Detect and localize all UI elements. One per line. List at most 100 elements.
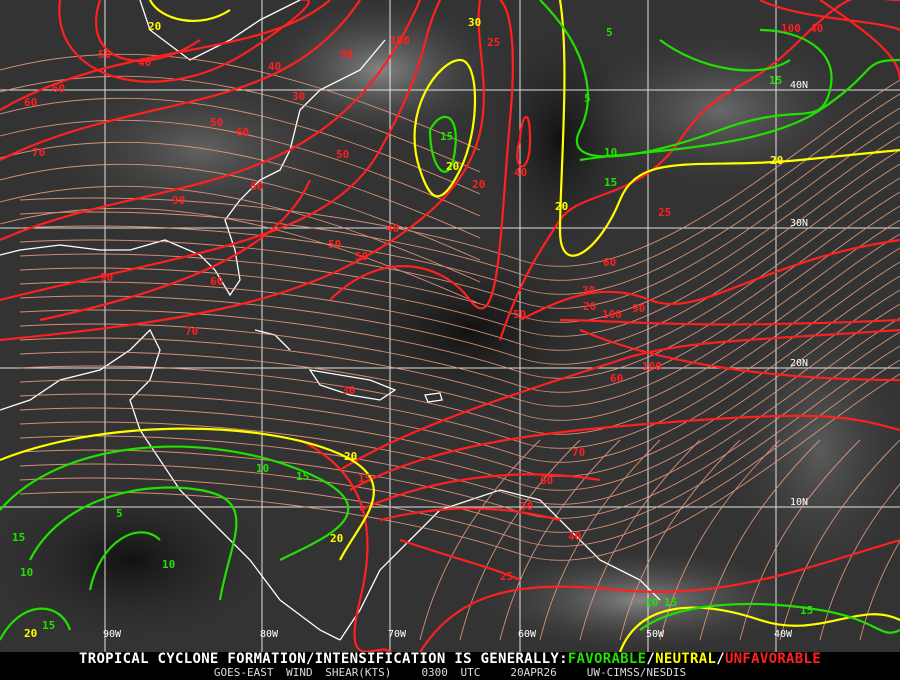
contour-value-label: 90 [340, 48, 353, 61]
contour-value-label: 100 [602, 308, 622, 321]
contour-value-label: 40 [386, 222, 399, 235]
favorable-contour [0, 445, 350, 561]
streamline [19, 373, 900, 561]
longitude-label: 90W [103, 629, 122, 640]
contour-value-label: 70 [572, 446, 585, 459]
contour-value-label: 30 [520, 500, 533, 513]
unfavorable-contour [299, 439, 391, 652]
product-name: GOES-EAST WIND SHEAR(KTS) [213, 666, 392, 679]
contour-value-label: 20 [330, 532, 343, 545]
longitude-label: 80W [260, 629, 279, 640]
contour-value-label: 100 [642, 360, 662, 373]
unfavorable-contour [0, 0, 441, 302]
contour-value-label: 50 [328, 238, 341, 251]
product-source: UW-CIMSS/NESDIS [586, 666, 687, 679]
unfavorable-contour [819, 0, 900, 81]
contour-value-label: 15 [664, 596, 677, 609]
contour-value-label: 20 [583, 300, 596, 313]
neutral-contour [413, 58, 477, 198]
contour-value-label: 40 [514, 166, 527, 179]
streamline [0, 75, 481, 173]
contour-value-label: 100 [390, 34, 410, 47]
contour-value-label: 15 [296, 470, 309, 483]
streamline [0, 141, 481, 239]
streamlines [0, 53, 900, 641]
streamline [459, 439, 581, 641]
contour-value-label: 70 [32, 146, 45, 159]
unfavorable-contour [58, 0, 310, 83]
longitude-label: 40W [774, 629, 793, 640]
contour-value-label: 30 [342, 384, 355, 397]
contour-value-label: 15 [769, 74, 782, 87]
contour-value-label: 30 [292, 90, 305, 103]
favorable-contour [579, 58, 900, 162]
contour-value-label: 15 [440, 130, 453, 143]
favorable-contour [88, 531, 161, 591]
unfavorable-contour [349, 414, 900, 491]
contour-value-label: 25 [487, 36, 500, 49]
product-time: 0300 UTC [421, 666, 481, 679]
streamline [19, 121, 900, 309]
contour-value-label: 60 [24, 96, 37, 109]
contour-value-label: 20 [770, 154, 783, 167]
streamline [19, 93, 900, 281]
unfavorable-contour [359, 473, 601, 512]
contour-value-label: 25 [658, 206, 671, 219]
unfavorable-contour [519, 238, 900, 321]
longitude-label: 60W [518, 629, 537, 640]
unfavorable-contour [399, 538, 521, 581]
unfavorable-contour [329, 0, 514, 310]
contour-value-label: 40 [268, 60, 281, 73]
streamline [19, 205, 900, 393]
unfavorable-contour [94, 0, 201, 62]
unfavorable-contour [516, 115, 532, 168]
contour-value-label: 60 [603, 256, 616, 269]
streamline [0, 53, 481, 151]
contour-value-label: 50 [513, 308, 526, 321]
contour-value-label: 20 [24, 627, 37, 640]
grid-labels: 90W 80W 70W 60W 50W 40W 40N 30N 20N 10N [103, 80, 808, 640]
shear-contours [0, 0, 900, 652]
streamline [0, 185, 481, 283]
favorable-contour [639, 602, 900, 634]
contour-value-label: 100 [781, 22, 801, 35]
contour-value-label: 15 [42, 619, 55, 632]
contour-value-label: 60 [250, 180, 263, 193]
contour-value-label: 20 [472, 178, 485, 191]
separator: / [646, 651, 656, 667]
streamline [19, 219, 900, 407]
streamline [19, 289, 900, 477]
unfavorable-contour [0, 0, 361, 161]
contour-value-label: 60 [236, 126, 249, 139]
contour-value-label: 90 [632, 302, 645, 315]
favorable-contour [659, 39, 791, 72]
unfavorable-contour [339, 328, 900, 471]
legend-unfavorable: UNFAVORABLE [724, 651, 821, 667]
streamline [19, 177, 900, 365]
streamline [19, 317, 900, 505]
streamline [739, 439, 861, 641]
favorable-contour [428, 115, 457, 173]
contour-value-label: 40 [568, 530, 581, 543]
latitude-label: 40N [790, 80, 808, 91]
contour-value-label: 90 [172, 194, 185, 207]
streamline [0, 97, 481, 195]
headline-text: TROPICAL CYCLONE FORMATION/INTENSIFICATI… [79, 651, 568, 667]
separator: / [716, 651, 725, 667]
unfavorable-contour [39, 179, 312, 322]
contour-value-label: 60 [540, 474, 553, 487]
product-date: 20APR26 [510, 666, 557, 679]
contour-value-label: 15 [800, 604, 813, 617]
unfavorable-contour [759, 0, 900, 31]
streamline [19, 359, 900, 547]
unfavorable-contour [0, 0, 331, 111]
contour-value-label: 50 [336, 148, 349, 161]
contour-value-label: 10 [162, 558, 175, 571]
contour-value-label: 20 [446, 160, 459, 173]
contour-value-label: 40 [810, 22, 823, 35]
neutral-contour [558, 0, 900, 257]
unfavorable-contour [498, 0, 900, 341]
legend-neutral: NEUTRAL [655, 651, 717, 667]
contour-value-label: 60 [610, 372, 623, 385]
map-canvas: 20 50 40 40 90 100 30 25 5 100 40 60 60 50 30 50 60 10 15 7… [0, 0, 900, 652]
